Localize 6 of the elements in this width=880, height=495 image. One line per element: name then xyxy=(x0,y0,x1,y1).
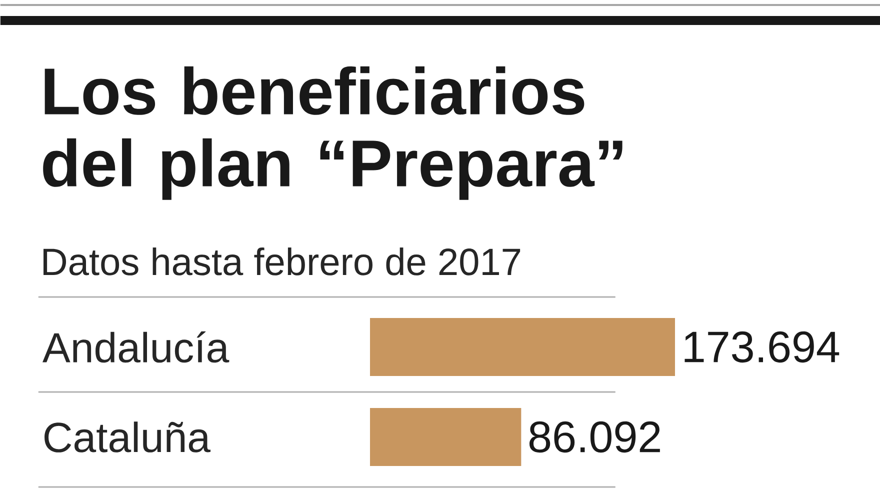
chart-title: Los beneficiarios del plan “Prepara” xyxy=(43,66,622,200)
data-label: 86.092 xyxy=(529,421,660,453)
y-tick-label: Cataluña xyxy=(44,422,210,452)
data-label: 173.694 xyxy=(684,331,840,363)
chart-subtitle: Datos hasta febrero de 2017 xyxy=(44,247,520,276)
y-tick-label: Andalucía xyxy=(42,331,230,363)
